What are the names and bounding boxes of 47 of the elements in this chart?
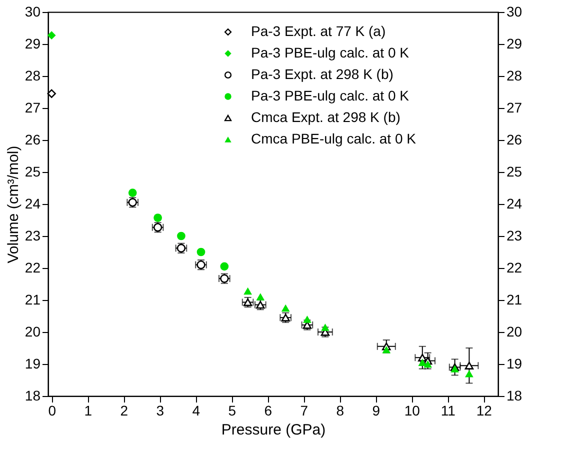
y2-tick-label: 27: [506, 100, 522, 116]
y2-tick-label: 25: [506, 164, 522, 180]
y2-tick-label: 30: [506, 4, 522, 20]
x-tick-label: 9: [372, 402, 380, 418]
x-tick-label: 4: [192, 402, 200, 418]
legend-label: Pa-3 PBE-ulg calc. at 0 K: [251, 88, 410, 104]
legend-label: Pa-3 Expt. at 298 K (b): [251, 66, 394, 82]
y2-tick-label: 19: [506, 356, 522, 372]
y-tick-label: 25: [24, 164, 41, 180]
y-tick-label: 19: [24, 356, 41, 372]
x-tick-label: 5: [228, 402, 236, 418]
y-tick-label: 21: [24, 292, 41, 308]
y2-tick-label: 29: [506, 36, 522, 52]
y2-tick-label: 22: [506, 260, 522, 276]
x-tick-label: 10: [404, 402, 420, 418]
x-tick-label: 2: [120, 402, 128, 418]
x-tick-label: 8: [336, 402, 344, 418]
y2-tick-label: 24: [506, 196, 522, 212]
legend-label: Pa-3 Expt. at 77 K (a): [251, 23, 386, 39]
x-tick-label: 3: [156, 402, 164, 418]
y2-tick-label: 21: [506, 292, 522, 308]
y-tick-label: 26: [24, 132, 41, 148]
legend-label: Cmca PBE-ulg calc. at 0 K: [251, 130, 417, 146]
x-tick-label: 12: [476, 402, 492, 418]
y-tick-label: 30: [24, 4, 41, 20]
legend-label: Pa-3 PBE-ulg calc. at 0 K: [251, 44, 410, 60]
y-tick-label: 22: [24, 260, 41, 276]
x-tick-label: 7: [300, 402, 308, 418]
x-tick-label: 0: [48, 402, 56, 418]
y2-tick-label: 26: [506, 132, 522, 148]
y2-tick-label: 18: [506, 388, 522, 404]
x-tick-label: 1: [84, 402, 92, 418]
y-axis-title: Volume (cm³/mol): [4, 146, 22, 264]
y-tick-label: 18: [24, 388, 41, 404]
y-tick-label: 20: [24, 324, 41, 340]
y-tick-label: 24: [24, 196, 41, 212]
x-tick-label: 6: [264, 402, 272, 418]
legend-label: Cmca Expt. at 298 K (b): [251, 109, 400, 125]
y2-tick-label: 23: [506, 228, 522, 244]
y-tick-label: 23: [24, 228, 41, 244]
x-axis-title: Pressure (GPa): [221, 422, 326, 438]
y-tick-label: 29: [24, 36, 41, 52]
x-tick-label: 11: [440, 402, 456, 418]
y2-tick-label: 28: [506, 68, 522, 84]
y-tick-label: 28: [24, 68, 41, 84]
y-tick-label: 27: [24, 100, 41, 116]
y2-tick-label: 20: [506, 324, 522, 340]
